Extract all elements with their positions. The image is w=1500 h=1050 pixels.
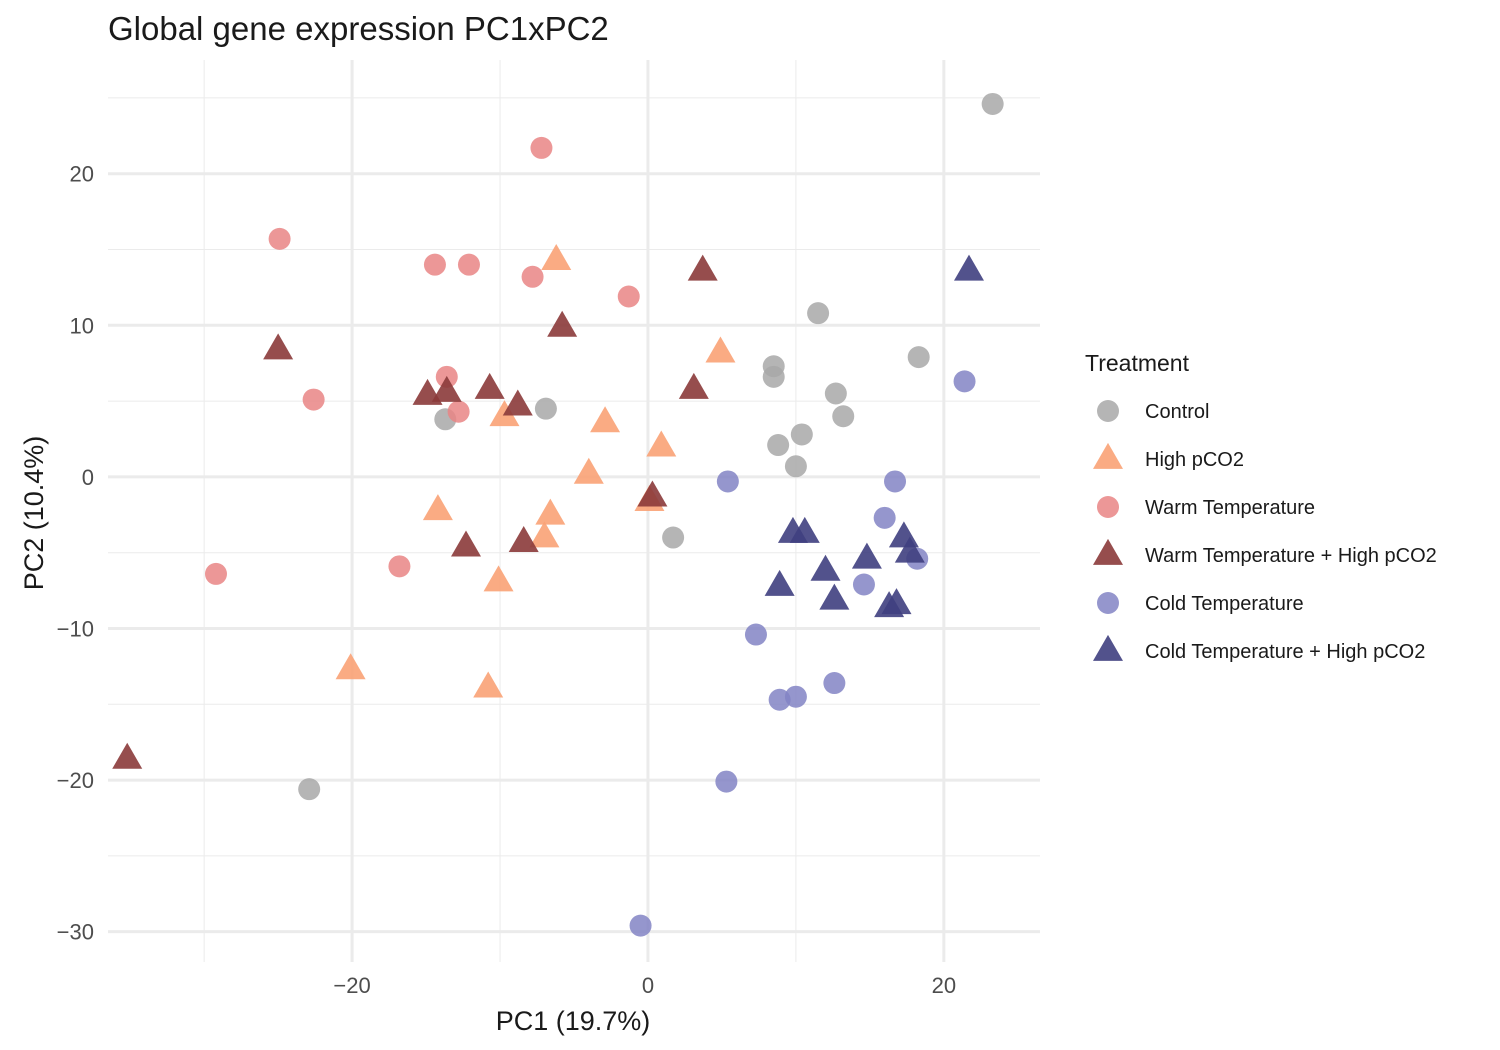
point-warm-temperature <box>521 265 544 288</box>
point-control <box>807 302 830 325</box>
point-control <box>832 405 855 428</box>
point-cold-temperature <box>768 688 791 711</box>
point-warm-temperature-high-pco2 <box>687 254 718 281</box>
x-tick-label: −20 <box>333 973 370 998</box>
point-control <box>790 423 813 446</box>
point-warm-temperature <box>530 136 553 159</box>
legend-label-warm-temperature: Warm Temperature <box>1145 497 1315 519</box>
point-high-pco2 <box>529 521 560 548</box>
point-control <box>662 526 685 549</box>
point-high-pco2 <box>573 457 604 484</box>
legend-key-warm-temperature <box>1097 496 1119 518</box>
point-high-pco2 <box>483 565 514 592</box>
grid-layer <box>108 60 1040 962</box>
y-tick-label: 20 <box>70 162 94 187</box>
legend-key-warm-temperature-high-pco2 <box>1093 538 1123 565</box>
legend-key-cold-temperature-high-pco2 <box>1093 634 1123 661</box>
point-cold-temperature-high-pco2 <box>953 254 984 281</box>
y-tick-label: −30 <box>57 920 94 945</box>
legend-label-cold-temperature: Cold Temperature <box>1145 593 1304 615</box>
chart-title: Global gene expression PC1xPC2 <box>108 10 609 47</box>
point-high-pco2 <box>535 498 566 525</box>
point-warm-temperature-high-pco2 <box>547 310 578 337</box>
point-cold-temperature <box>953 370 976 393</box>
legend-title: Treatment <box>1085 350 1190 376</box>
point-cold-temperature <box>823 672 846 695</box>
x-tick-label: 0 <box>642 973 654 998</box>
point-cold-temperature <box>884 470 907 493</box>
legend: Treatment Control High pCO2 Warm Temperatu… <box>1085 350 1437 663</box>
legend-key-cold-temperature <box>1097 592 1119 614</box>
point-warm-temperature <box>388 555 411 578</box>
point-cold-temperature <box>629 914 652 937</box>
point-control <box>981 92 1004 115</box>
point-warm-temperature-high-pco2 <box>474 372 505 399</box>
point-cold-temperature-high-pco2 <box>851 542 882 569</box>
point-warm-temperature-high-pco2 <box>508 525 539 552</box>
point-warm-temperature <box>447 400 470 423</box>
point-high-pco2 <box>590 406 621 433</box>
point-warm-temperature <box>457 253 480 276</box>
point-cold-temperature-high-pco2 <box>810 554 841 581</box>
point-cold-temperature-high-pco2 <box>789 516 820 543</box>
point-warm-temperature <box>302 388 325 411</box>
point-control <box>907 346 930 369</box>
legend-label-cold-temperature-high-pco2: Cold Temperature + High pCO2 <box>1145 641 1425 663</box>
point-warm-temperature <box>617 285 640 308</box>
legend-key-high-pco2 <box>1093 442 1123 469</box>
point-warm-temperature-high-pco2 <box>431 375 462 402</box>
point-high-pco2 <box>422 494 453 521</box>
point-cold-temperature-high-pco2 <box>874 591 905 618</box>
point-warm-temperature-high-pco2 <box>678 372 709 399</box>
point-warm-temperature <box>268 227 291 250</box>
point-warm-temperature <box>204 562 227 585</box>
point-high-pco2 <box>705 336 736 363</box>
point-cold-temperature <box>852 573 875 596</box>
point-cold-temperature-high-pco2 <box>894 536 925 563</box>
point-cold-temperature-high-pco2 <box>888 521 919 548</box>
x-axis-title: PC1 (19.7%) <box>496 1006 651 1036</box>
point-control <box>534 397 557 420</box>
point-cold-temperature <box>716 470 739 493</box>
point-cold-temperature <box>744 623 767 646</box>
y-axis-title: PC2 (10.4%) <box>19 436 49 591</box>
point-control <box>784 455 807 478</box>
point-warm-temperature <box>423 253 446 276</box>
point-warm-temperature-high-pco2 <box>451 530 482 557</box>
point-high-pco2 <box>473 671 504 698</box>
point-cold-temperature <box>784 685 807 708</box>
point-warm-temperature-high-pco2 <box>502 389 533 416</box>
y-tick-label: 0 <box>82 465 94 490</box>
point-high-pco2 <box>335 653 366 680</box>
point-high-pco2 <box>646 430 677 457</box>
y-tick-label: 10 <box>70 313 94 338</box>
legend-label-high-pco2: High pCO2 <box>1145 449 1244 471</box>
point-cold-temperature-high-pco2 <box>764 569 795 596</box>
legend-label-control: Control <box>1145 401 1209 423</box>
y-tick-label: −20 <box>57 768 94 793</box>
point-control <box>824 382 847 405</box>
legend-key-control <box>1097 400 1119 422</box>
points-layer <box>112 92 1004 937</box>
point-cold-temperature-high-pco2 <box>819 583 850 610</box>
point-warm-temperature-high-pco2 <box>263 333 294 360</box>
point-control <box>767 434 790 457</box>
point-high-pco2 <box>541 243 572 270</box>
point-cold-temperature <box>873 506 896 529</box>
y-tick-label: −10 <box>57 616 94 641</box>
ticks-layer: −20 0 20 −30 −20 −10 0 10 20 <box>57 162 956 998</box>
legend-label-warm-temperature-high-pco2: Warm Temperature + High pCO2 <box>1145 545 1437 567</box>
point-control <box>762 365 785 388</box>
point-cold-temperature <box>715 770 738 793</box>
x-tick-label: 20 <box>932 973 956 998</box>
point-control <box>298 778 321 801</box>
point-warm-temperature-high-pco2 <box>637 480 668 507</box>
point-warm-temperature-high-pco2 <box>112 742 143 769</box>
